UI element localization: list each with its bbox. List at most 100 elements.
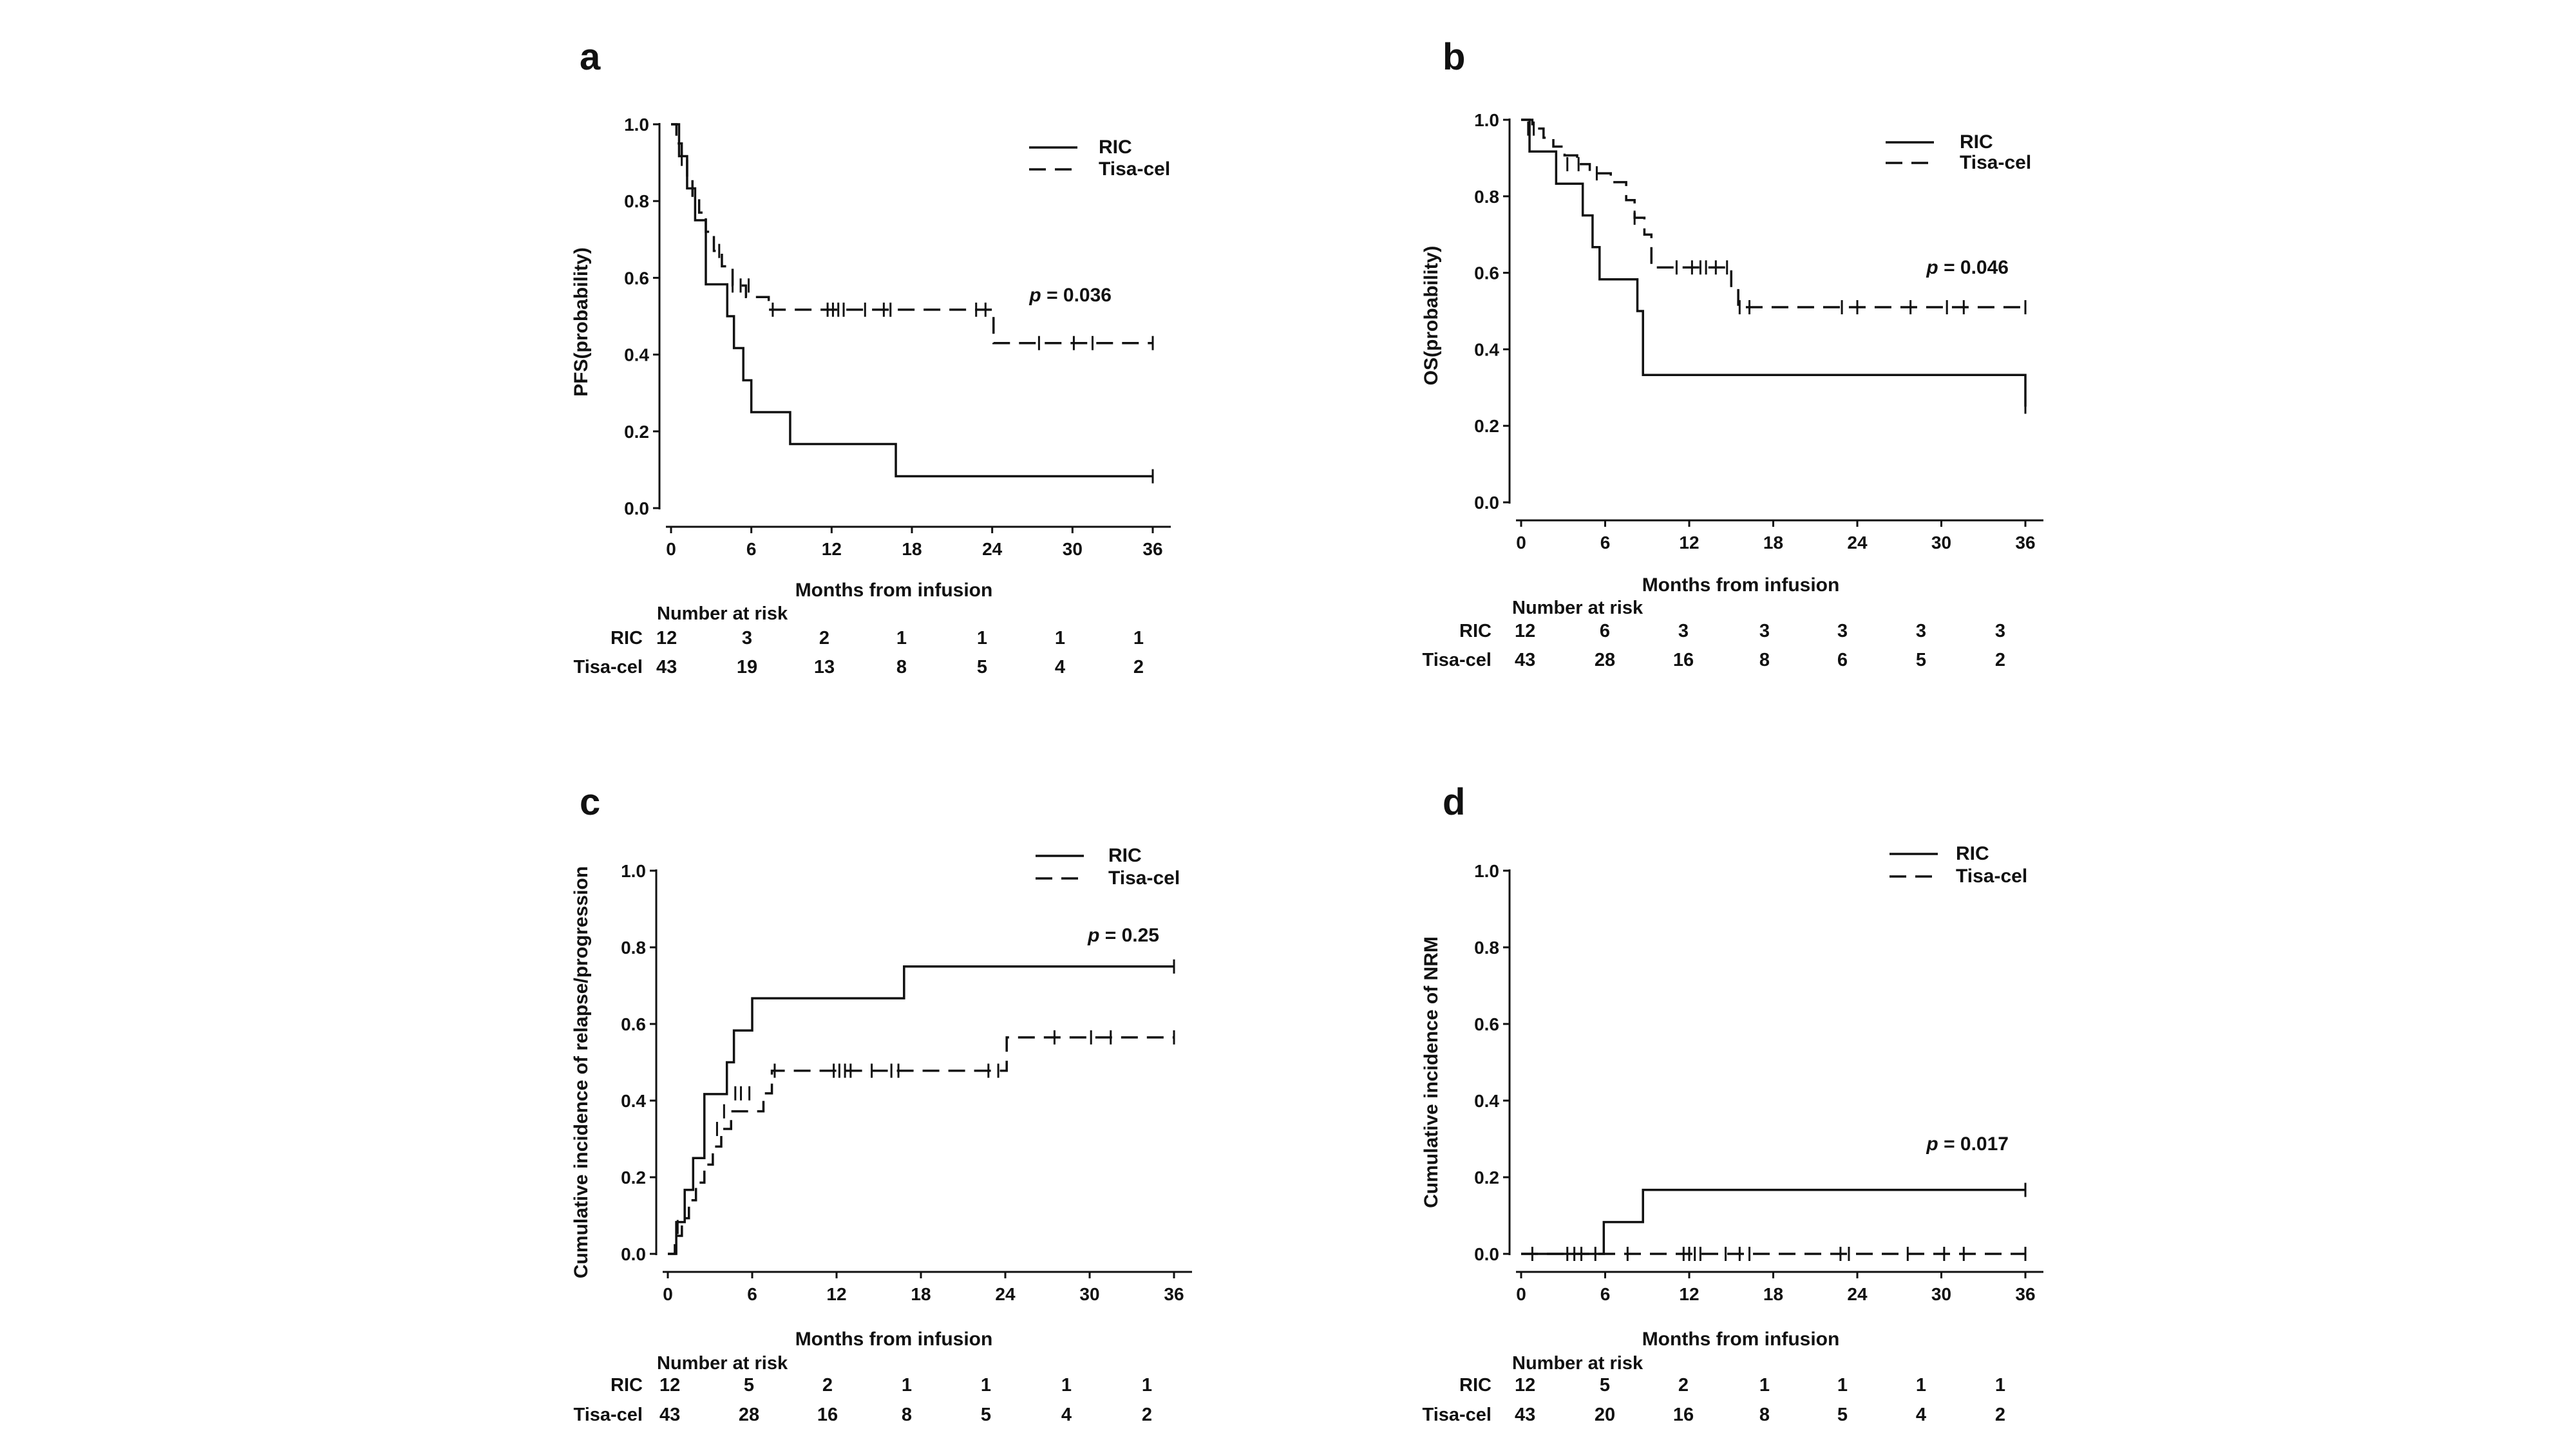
x-tick-label: 18 [1763, 533, 1783, 553]
risk-value: 6 [1837, 650, 1848, 670]
risk-value: 43 [656, 657, 677, 677]
series-tisa-cel-curve [671, 123, 1153, 345]
x-tick-label: 0 [666, 539, 676, 559]
risk-value: 3 [1995, 621, 2005, 641]
risk-value: 3 [1916, 621, 1926, 641]
risk-table-title: Number at risk [657, 603, 788, 624]
legend-label: RIC [1108, 845, 1142, 866]
risk-value: 2 [819, 628, 829, 649]
risk-value: 16 [1673, 1405, 1694, 1425]
risk-value: 16 [817, 1405, 838, 1425]
risk-value: 12 [656, 628, 677, 649]
x-tick-label: 6 [1600, 533, 1611, 553]
legend-label: RIC [1099, 137, 1132, 158]
y-tick-label: 0.8 [621, 938, 646, 958]
risk-value: 6 [1600, 621, 1610, 641]
risk-value: 1 [977, 628, 987, 649]
risk-value: 1 [1055, 628, 1065, 649]
legend-label: Tisa-cel [1956, 866, 2027, 887]
x-tick-label: 0 [1516, 1284, 1526, 1304]
legend-label: Tisa-cel [1099, 158, 1170, 180]
panel-letter: b [1443, 36, 1465, 78]
risk-value: 43 [1515, 650, 1535, 670]
risk-row-label: Tisa-cel [574, 1405, 643, 1425]
series-ric-curve [1521, 118, 2027, 407]
x-tick-label: 24 [995, 1284, 1016, 1304]
x-axis-label: Months from infusion [1642, 1329, 1840, 1350]
y-tick-label: 0.4 [621, 1091, 646, 1111]
x-tick-label: 18 [911, 1284, 931, 1304]
x-axis-label: Months from infusion [795, 1329, 993, 1350]
risk-value: 2 [822, 1375, 833, 1396]
risk-row-label: RIC [1459, 621, 1492, 641]
risk-row-label: RIC [611, 1375, 643, 1396]
risk-table-title: Number at risk [1512, 1353, 1643, 1374]
p-value: p = 0.036 [1028, 285, 1112, 306]
risk-value: 5 [1600, 1375, 1610, 1396]
risk-value: 28 [1595, 650, 1615, 670]
risk-value: 2 [1133, 657, 1144, 677]
y-axis-label: Cumulative incidence of relapse/progress… [571, 866, 592, 1278]
y-tick-label: 1.0 [1474, 110, 1499, 130]
risk-value: 20 [1595, 1405, 1615, 1425]
series-tisa-cel-curve [1521, 118, 2025, 308]
y-tick-label: 0.6 [621, 1014, 646, 1034]
y-tick-label: 0.0 [621, 1244, 646, 1264]
risk-table-title: Number at risk [657, 1353, 788, 1374]
x-tick-label: 18 [902, 539, 922, 559]
p-value: p = 0.046 [1926, 257, 2009, 278]
risk-value: 4 [1061, 1405, 1072, 1425]
p-value: p = 0.25 [1087, 925, 1159, 946]
risk-value: 19 [737, 657, 757, 677]
risk-value: 3 [1759, 621, 1770, 641]
x-tick-label: 36 [2015, 1284, 2035, 1304]
legend-label: Tisa-cel [1960, 152, 2031, 173]
p-value: p = 0.017 [1926, 1133, 2009, 1155]
risk-value: 8 [902, 1405, 912, 1425]
y-axis-label: Cumulative incidence of NRM [1421, 936, 1442, 1208]
x-tick-label: 12 [826, 1284, 846, 1304]
risk-value: 5 [744, 1375, 754, 1396]
x-tick-label: 6 [1600, 1284, 1611, 1304]
risk-value: 1 [896, 628, 907, 649]
x-tick-label: 30 [1079, 1284, 1099, 1304]
x-tick-label: 12 [1679, 533, 1699, 553]
y-tick-label: 0.4 [624, 345, 649, 365]
y-tick-label: 0.6 [1474, 1014, 1499, 1034]
risk-row-label: Tisa-cel [1423, 650, 1492, 670]
y-tick-label: 0.4 [1474, 1091, 1499, 1111]
risk-row-label: Tisa-cel [1423, 1405, 1492, 1425]
y-tick-label: 0.0 [624, 498, 649, 518]
risk-value: 4 [1055, 657, 1065, 677]
y-tick-label: 0.2 [624, 422, 649, 442]
x-axis-label: Months from infusion [1642, 574, 1840, 596]
risk-value: 1 [1759, 1375, 1770, 1396]
risk-value: 1 [1916, 1375, 1926, 1396]
y-tick-label: 1.0 [1474, 861, 1499, 881]
risk-row-label: Tisa-cel [574, 657, 643, 677]
y-tick-label: 1.0 [621, 861, 646, 881]
risk-value: 5 [1916, 650, 1926, 670]
x-tick-label: 24 [1847, 533, 1868, 553]
x-tick-label: 30 [1063, 539, 1083, 559]
x-tick-label: 30 [1931, 1284, 1951, 1304]
y-axis-label: PFS(probability) [571, 247, 592, 397]
y-tick-label: 0.6 [624, 268, 649, 288]
y-tick-label: 0.8 [1474, 187, 1499, 207]
x-tick-label: 30 [1931, 533, 1951, 553]
risk-value: 8 [896, 657, 907, 677]
risk-value: 16 [1673, 650, 1694, 670]
risk-value: 2 [1995, 650, 2005, 670]
risk-value: 5 [977, 657, 987, 677]
risk-value: 8 [1759, 1405, 1770, 1425]
risk-value: 2 [1678, 1375, 1689, 1396]
legend-label: Tisa-cel [1108, 867, 1180, 889]
panel-letter: d [1443, 781, 1465, 823]
risk-value: 1 [1061, 1375, 1072, 1396]
risk-value: 3 [1837, 621, 1848, 641]
x-tick-label: 24 [982, 539, 1003, 559]
y-tick-label: 0.2 [621, 1168, 646, 1188]
